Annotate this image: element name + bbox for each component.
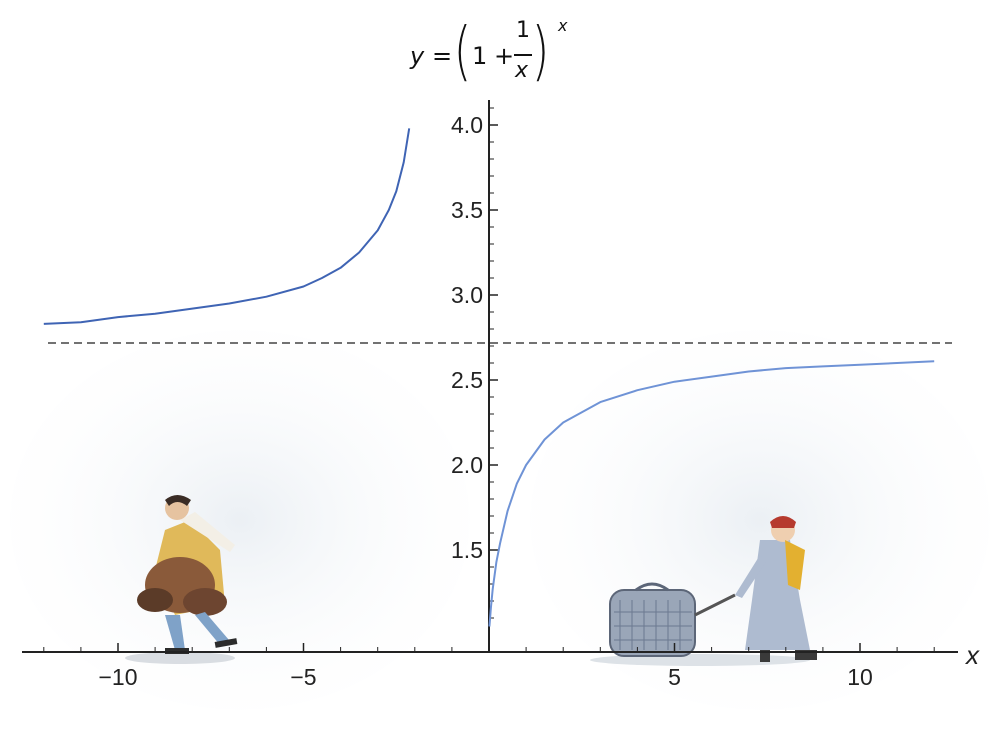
axes <box>22 100 958 653</box>
x-tick-label: −5 <box>290 664 316 690</box>
title-numerator: 1 <box>516 18 530 43</box>
title-left-paren: ( <box>453 15 472 89</box>
y-tick-label: 4.0 <box>451 112 483 138</box>
title-y: y <box>410 42 425 70</box>
y-tick-label: 2.0 <box>451 452 483 478</box>
title-equals: = <box>432 42 453 70</box>
y-tick-label: 3.0 <box>451 282 483 308</box>
chart-title: y = ( 1 + 1 x ) x <box>400 8 600 98</box>
x-tick-label: 5 <box>668 664 681 690</box>
man-with-bags-illustration <box>125 495 238 664</box>
x-axis-label: x <box>964 640 980 670</box>
x-tick-label: −10 <box>98 664 137 690</box>
woman-with-suitcase-illustration <box>590 516 817 666</box>
series-line-left <box>43 128 411 325</box>
title-denominator: x <box>515 58 529 83</box>
title-one: 1 <box>472 42 488 70</box>
y-tick-label: 2.5 <box>451 367 483 393</box>
y-tick-label: 3.5 <box>451 197 483 223</box>
title-plus: + <box>494 42 515 70</box>
y-tick-label: 1.5 <box>451 537 483 563</box>
title-right-paren: ) <box>531 15 550 89</box>
series-line-right <box>488 360 935 627</box>
title-exponent: x <box>558 16 568 35</box>
title-fraction-bar <box>514 54 532 56</box>
x-tick-label: 10 <box>847 664 873 690</box>
